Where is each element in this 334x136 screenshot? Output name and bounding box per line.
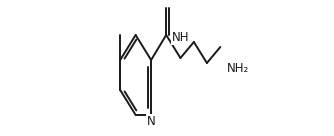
Text: N: N — [147, 115, 156, 128]
Text: NH: NH — [172, 31, 189, 44]
Text: NH₂: NH₂ — [226, 61, 249, 75]
